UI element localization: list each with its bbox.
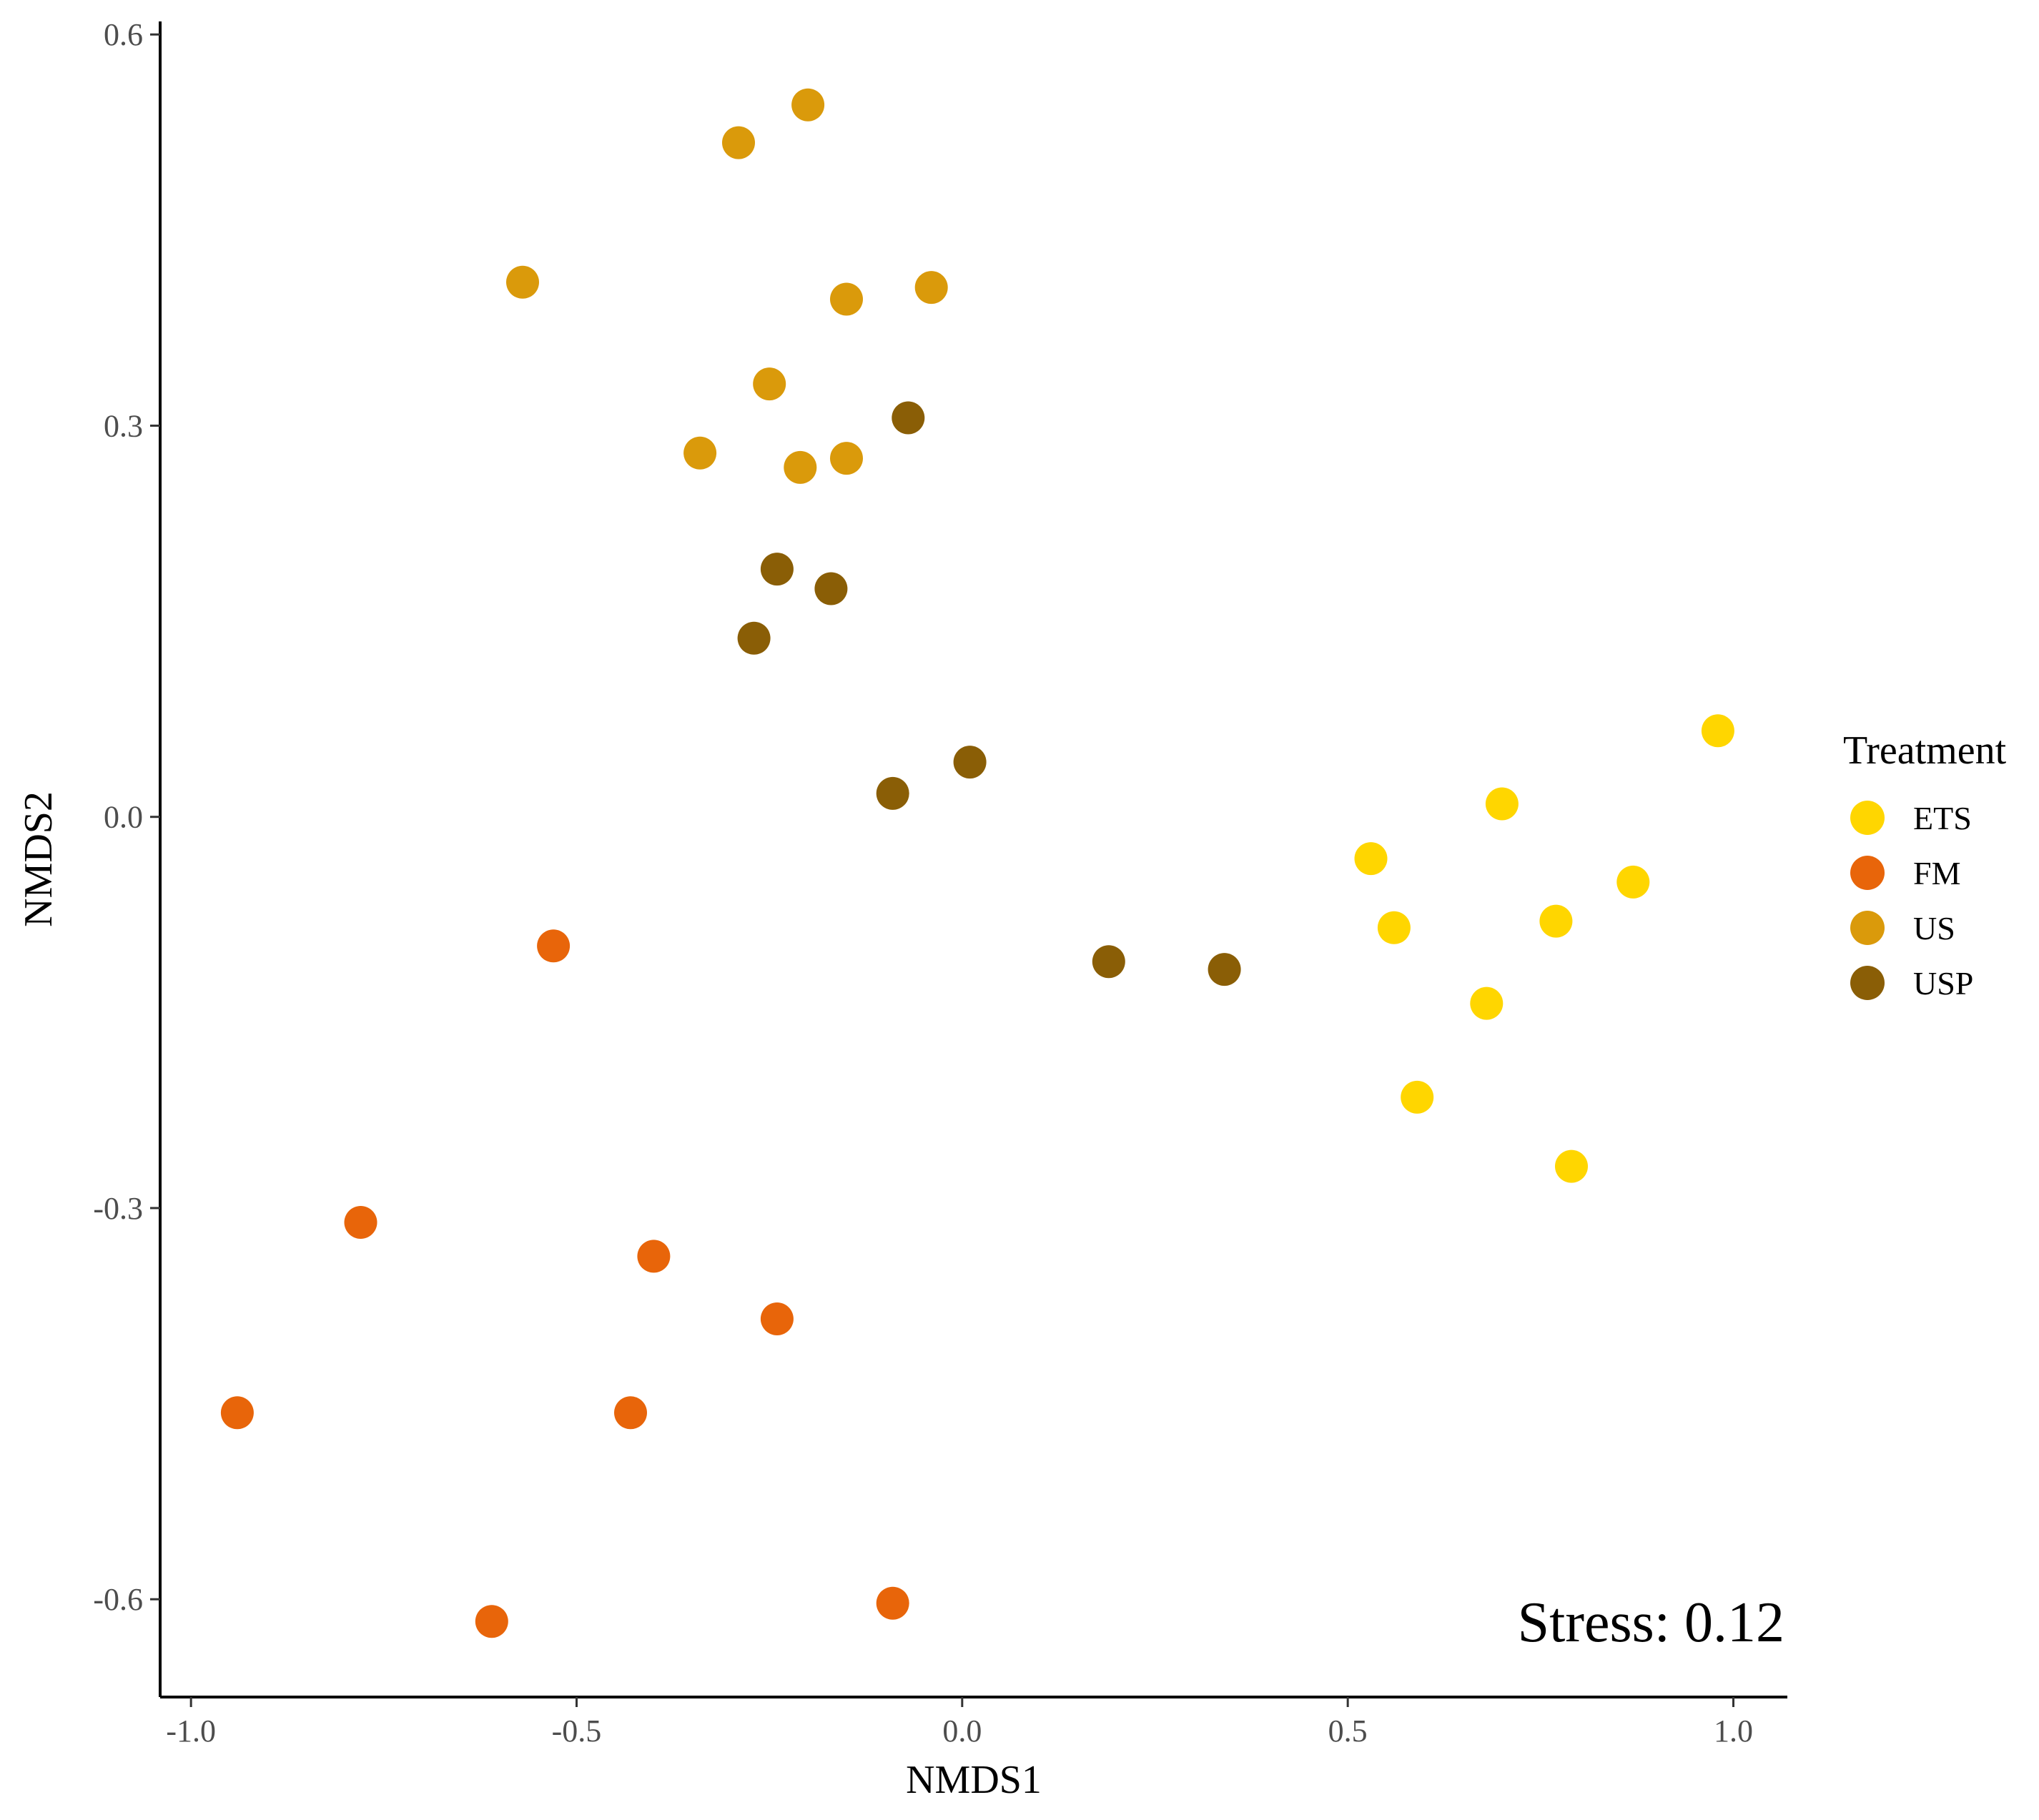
point-us-9	[830, 442, 863, 475]
y-tick-label: 0.0	[104, 800, 143, 835]
axes	[159, 21, 1787, 1698]
point-us-3	[506, 265, 539, 299]
point-us-4	[830, 282, 863, 316]
point-fm-1	[537, 929, 571, 963]
y-tick-label: 0.3	[104, 408, 143, 443]
point-fm-2	[344, 1206, 377, 1239]
point-ets-4	[1616, 865, 1650, 899]
x-tick-label: 0.5	[1328, 1713, 1368, 1749]
point-usp-6	[876, 776, 909, 810]
point-ets-6	[1539, 904, 1573, 938]
plot-area	[220, 88, 1734, 1638]
point-usp-2	[760, 553, 794, 586]
legend-label-ets: ETS	[1913, 800, 1972, 836]
point-us-5	[914, 271, 948, 305]
point-us-1	[791, 88, 825, 122]
point-ets-1	[1701, 714, 1734, 748]
axis-ticks: -1.0 -0.5 0.0 0.5 1.0 -0.6 -0.3 0.0 0.3 0.6	[93, 17, 1753, 1749]
point-ets-9	[1555, 1149, 1588, 1183]
point-ets-2	[1485, 787, 1519, 821]
point-fm-4	[760, 1302, 794, 1335]
point-ets-3	[1354, 842, 1388, 876]
point-fm-6	[614, 1396, 647, 1430]
stress-annotation: Stress: 0.12	[1518, 1591, 1784, 1654]
point-fm-3	[637, 1240, 671, 1273]
point-ets-5	[1377, 911, 1411, 944]
point-usp-8	[1208, 953, 1241, 986]
point-us-8	[784, 450, 817, 484]
y-axis-title: NMDS2	[16, 791, 61, 927]
x-tick-label: -1.0	[166, 1713, 216, 1749]
point-us-7	[683, 436, 717, 470]
point-usp-5	[953, 746, 987, 779]
x-tick-label: -0.5	[552, 1713, 602, 1749]
y-tick-label: -0.3	[93, 1191, 143, 1226]
point-fm-5	[220, 1396, 254, 1430]
y-tick-label: -0.6	[93, 1582, 143, 1617]
legend-key-us	[1850, 911, 1885, 945]
point-ets-8	[1401, 1080, 1434, 1114]
legend-label-usp: USP	[1913, 965, 1973, 1002]
point-ets-7	[1470, 986, 1504, 1020]
point-fm-8	[876, 1586, 909, 1620]
legend-title: Treatment	[1843, 728, 2007, 773]
point-usp-1	[892, 401, 925, 435]
x-tick-label: 1.0	[1714, 1713, 1753, 1749]
y-tick-label: 0.6	[104, 17, 143, 52]
legend-key-usp	[1850, 966, 1885, 1000]
legend-label-fm: FM	[1913, 855, 1960, 891]
legend-key-ets	[1850, 801, 1885, 835]
point-us-6	[753, 367, 786, 401]
point-usp-4	[737, 621, 771, 655]
point-us-2	[722, 126, 755, 159]
x-tick-label: 0.0	[942, 1713, 982, 1749]
point-usp-7	[1092, 945, 1125, 979]
x-axis-title: NMDS1	[906, 1758, 1042, 1802]
legend: Treatment ETS FM US USP	[1843, 728, 2007, 1002]
legend-label-us: US	[1913, 910, 1955, 946]
legend-key-fm	[1850, 856, 1885, 890]
point-usp-3	[814, 572, 848, 605]
point-fm-7	[475, 1605, 508, 1638]
